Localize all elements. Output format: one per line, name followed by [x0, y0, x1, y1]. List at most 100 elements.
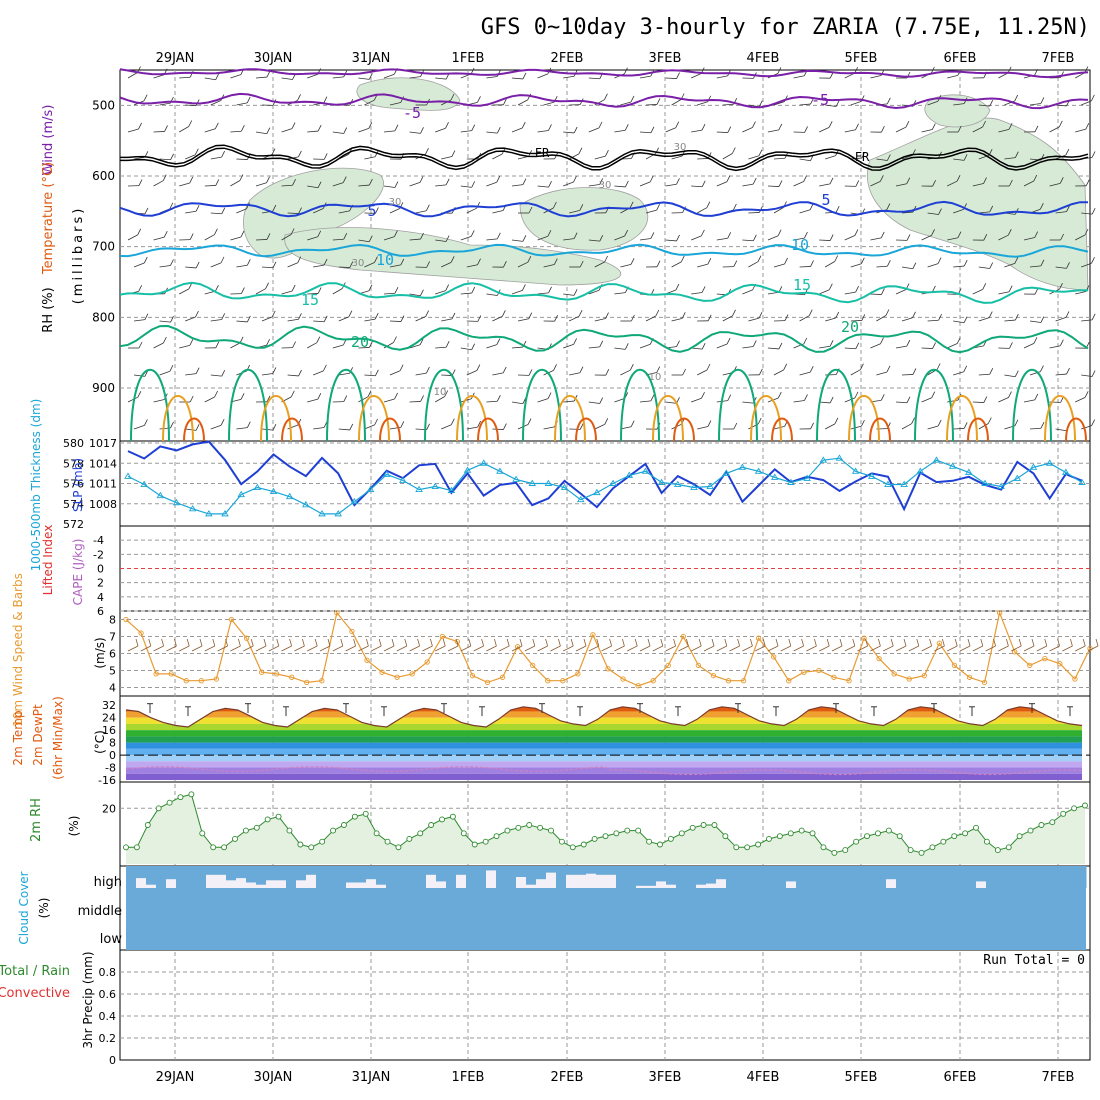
upper-wind-barb — [978, 211, 990, 214]
wind10-point — [1027, 662, 1033, 669]
upper-wind-barb-flag — [527, 418, 532, 425]
upper-wind-barb — [901, 155, 913, 160]
upper-wind-barb-flag — [471, 286, 476, 294]
upper-wind-barb-flag — [214, 122, 219, 129]
wind10-point — [424, 659, 430, 665]
rh-point — [123, 844, 129, 851]
cloud-high-bar — [276, 866, 287, 881]
upper-wind-barb — [159, 320, 171, 323]
upper-wind-barb-flag — [291, 122, 296, 129]
upper-wind-barb — [307, 236, 318, 241]
upper-wind-barb-flag — [707, 257, 712, 265]
upper-wind-barb — [537, 398, 549, 403]
upper-wind-barb-flag — [701, 123, 706, 131]
cloud-high-bar — [176, 866, 187, 888]
wind10-barb-flag — [967, 638, 971, 647]
upper-wind-barb — [953, 371, 964, 376]
temp-band — [126, 755, 1082, 762]
upper-wind-barb — [415, 210, 427, 214]
upper-wind-barb — [364, 318, 376, 322]
rh-point — [874, 830, 881, 837]
upper-wind-barb-flag — [553, 201, 557, 209]
run-total: Run Total = 0 — [983, 953, 1085, 968]
thickness-point — [221, 510, 229, 517]
temp-band — [126, 773, 1082, 780]
thickness-point — [576, 495, 585, 503]
upper-wind-barb-flag — [323, 96, 328, 103]
upper-wind-barb — [281, 128, 293, 133]
upper-wind-barb-flag — [726, 175, 731, 182]
cloud-high-bar — [856, 866, 867, 888]
upper-wind-barb-flag — [317, 230, 322, 237]
upper-wind-barb — [1029, 320, 1041, 323]
cloud-high-bg — [576, 866, 587, 888]
wind10-barb-flag — [724, 638, 728, 647]
cloud-high-bar — [166, 866, 177, 880]
cloud-high-bar — [296, 866, 307, 881]
upper-wind-barb — [281, 290, 293, 295]
upper-wind-barb — [543, 264, 555, 268]
precip-mm-label: 3hr Precip (mm) — [81, 951, 95, 1048]
upper-wind-barb — [236, 158, 248, 160]
upper-wind-barb-flag — [810, 422, 814, 429]
upper-wind-barb — [1029, 427, 1042, 430]
isotherm-label: -5 — [811, 91, 829, 109]
upper-wind-barb-flag — [624, 229, 629, 237]
upper-wind-barb-flag — [707, 314, 712, 321]
upper-wind-barb — [972, 401, 984, 403]
upper-wind-barb — [1075, 234, 1086, 241]
upper-wind-barb-flag — [170, 153, 174, 160]
upper-wind-barb-flag — [804, 394, 808, 401]
cloud-level-label: low — [100, 932, 123, 947]
thickness-point — [366, 485, 375, 493]
upper-wind-barb — [543, 101, 555, 106]
upper-wind-barb-flag — [1033, 337, 1038, 344]
wind10-barb-flag — [762, 638, 766, 647]
upper-wind-barb — [486, 238, 498, 241]
thickness-point — [237, 490, 245, 498]
top-date-label: 7FEB — [1042, 51, 1075, 66]
wind10-point — [319, 678, 325, 684]
wind10-barb-flag — [954, 638, 958, 647]
upper-wind-barb — [332, 182, 344, 187]
upper-wind-barb — [492, 428, 504, 430]
wind10-point — [243, 635, 250, 641]
rh-point — [406, 835, 413, 842]
wind10-barb-flag — [327, 638, 331, 647]
upper-wind-barb — [793, 400, 805, 403]
upper-wind-barb — [185, 104, 197, 106]
upper-wind-barb — [543, 426, 555, 430]
rh-contour-label: 30 — [389, 197, 402, 208]
wind10-barb — [1011, 645, 1022, 652]
upper-wind-barb — [389, 102, 401, 106]
temp-tick: -8 — [105, 762, 116, 775]
upper-wind-barb-flag — [451, 369, 456, 376]
rh-point — [155, 805, 162, 812]
thickness-point — [512, 475, 520, 482]
upper-wind-barb — [383, 130, 395, 133]
upper-wind-barb — [793, 181, 804, 187]
rh-point — [983, 838, 990, 845]
upper-wind-barb-flag — [497, 395, 501, 402]
cape-tick: 0 — [97, 563, 104, 576]
upper-wind-barb — [850, 101, 862, 106]
upper-wind-barb — [230, 130, 242, 133]
upper-wind-barb — [236, 264, 248, 268]
isotherm-label: FR — [535, 146, 550, 160]
cloud-high-bar — [976, 866, 987, 882]
upper-wind-barb-flag — [188, 120, 193, 127]
bottom-date-label: 29JAN — [156, 1070, 195, 1085]
upper-wind-barb-flag — [828, 283, 833, 290]
wind10-barb-flag — [519, 638, 523, 647]
upper-wind-barb-flag — [983, 396, 988, 403]
rh-contour-label: 10 — [649, 372, 662, 383]
upper-wind-barb-flag — [886, 365, 891, 373]
upper-wind-barb — [492, 210, 504, 214]
upper-wind-barb — [588, 184, 600, 187]
upper-wind-barb — [179, 344, 190, 349]
wind10-barb — [460, 645, 471, 652]
cloud-high-bar — [706, 866, 717, 884]
upper-wind-barb — [287, 318, 299, 322]
upper-wind-barb-flag — [426, 261, 430, 268]
upper-wind-barb — [383, 236, 395, 241]
